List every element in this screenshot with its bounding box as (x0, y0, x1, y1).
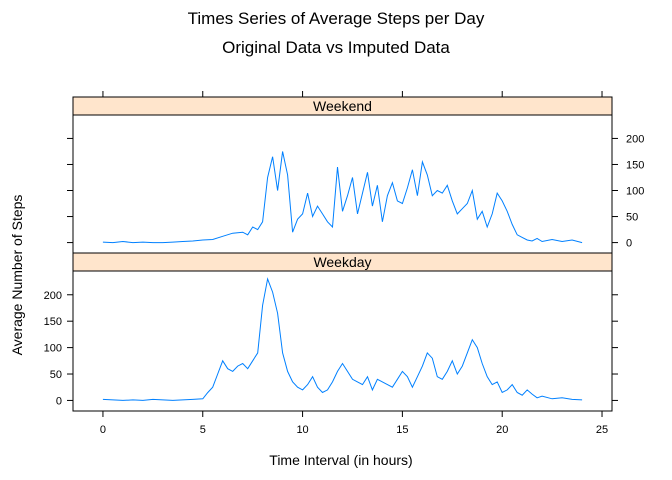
plot-frame-weekend (72, 114, 613, 254)
y-tick-label: 100 (44, 343, 62, 355)
y-tick-label: 50 (626, 212, 638, 224)
axes-group: 0 5 10 15 20 25 (100, 91, 608, 436)
y-tick-label: 0 (626, 238, 632, 250)
y-tick-label: 200 (626, 133, 644, 145)
chart-subtitle: Original Data vs Imputed Data (222, 38, 450, 57)
y-tick-label: 150 (626, 159, 644, 171)
y-tick-label: 150 (44, 316, 62, 328)
y-tick-label: 200 (44, 290, 62, 302)
x-tick-label: 5 (200, 424, 206, 436)
plot-frame-weekday (72, 270, 613, 412)
y-axis-label: Average Number of Steps (9, 195, 25, 356)
y-tick-label: 50 (50, 369, 62, 381)
series-line-weekend (102, 151, 583, 244)
panel-weekday: Weekday 0 50 100 150 200 (44, 252, 618, 412)
panel-weekend: Weekend 0 50 100 150 200 (67, 96, 644, 254)
strip-label-weekday: Weekday (313, 254, 371, 270)
x-tick-label: 0 (100, 424, 106, 436)
x-tick-label: 25 (596, 424, 608, 436)
panel-group: Weekend 0 50 100 150 200 Weekday 0 50 100 150 200 (44, 96, 644, 412)
x-tick-label: 10 (296, 424, 308, 436)
y-tick-label: 100 (626, 186, 644, 198)
x-tick-label: 15 (396, 424, 408, 436)
x-tick-label: 20 (496, 424, 508, 436)
strip-label-weekend: Weekend (313, 98, 372, 114)
x-axis-label: Time Interval (in hours) (269, 452, 412, 468)
y-tick-label: 0 (56, 395, 62, 407)
chart-title: Times Series of Average Steps per Day (188, 9, 485, 28)
series-line-weekday (102, 277, 583, 401)
